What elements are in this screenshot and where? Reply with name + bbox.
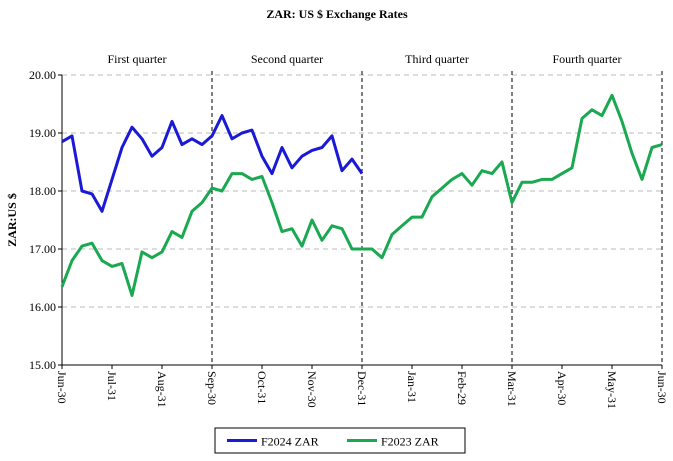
y-tick-label: 15.00	[29, 358, 56, 372]
y-tick-label: 20.00	[29, 68, 56, 82]
annotation: Fourth quarter	[553, 52, 622, 66]
annotation: Third quarter	[405, 52, 469, 66]
chart-title: ZAR: US $ Exchange Rates	[266, 7, 408, 21]
y-axis-label: ZAR:US $	[5, 193, 19, 247]
x-tick-label: Apr-30	[555, 371, 569, 405]
series-line	[61, 114, 364, 213]
x-tick-label: Dec-31	[355, 371, 369, 406]
legend-label: F2023 ZAR	[381, 435, 439, 449]
annotation: Second quarter	[251, 52, 323, 66]
x-tick-label: Feb-29	[455, 371, 469, 405]
y-tick-label: 16.00	[29, 300, 56, 314]
x-tick-label: Nov-30	[305, 371, 319, 408]
x-tick-label: Sep-30	[205, 371, 219, 405]
y-tick-label: 18.00	[29, 184, 56, 198]
x-tick-label: May-31	[605, 371, 619, 409]
legend-label: F2024 ZAR	[261, 435, 319, 449]
series-line	[60, 93, 663, 297]
y-tick-label: 17.00	[29, 242, 56, 256]
x-tick-label: Jun-30	[655, 371, 669, 404]
y-tick-label: 19.00	[29, 126, 56, 140]
x-tick-label: Oct-31	[255, 371, 269, 404]
x-tick-label: Mar-31	[505, 371, 519, 407]
x-tick-label: Jan-31	[405, 371, 419, 403]
x-tick-label: Jun-30	[55, 371, 69, 404]
x-tick-label: Jul-31	[105, 371, 119, 401]
x-tick-label: Aug-31	[155, 371, 169, 408]
annotation: First quarter	[108, 52, 167, 66]
